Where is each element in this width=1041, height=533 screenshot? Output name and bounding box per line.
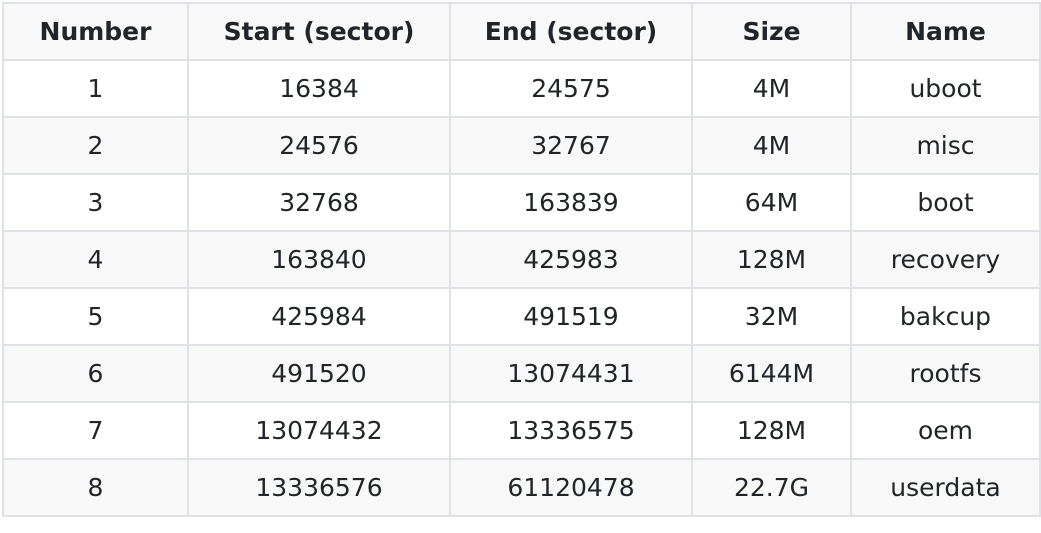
column-header-number: Number — [2, 2, 189, 61]
cell-end-sector: 32767 — [449, 116, 693, 175]
cell-size: 6144M — [691, 344, 852, 403]
cell-number: 1 — [2, 59, 189, 118]
cell-start-sector: 24576 — [187, 116, 451, 175]
cell-end-sector: 61120478 — [449, 458, 693, 517]
cell-number: 7 — [2, 401, 189, 460]
cell-start-sector: 491520 — [187, 344, 451, 403]
cell-size: 4M — [691, 59, 852, 118]
cell-number: 4 — [2, 230, 189, 289]
cell-number: 5 — [2, 287, 189, 346]
column-header-start-sector: Start (sector) — [187, 2, 451, 61]
cell-end-sector: 13074431 — [449, 344, 693, 403]
cell-start-sector: 32768 — [187, 173, 451, 232]
cell-size: 128M — [691, 401, 852, 460]
cell-name: rootfs — [850, 344, 1041, 403]
cell-end-sector: 163839 — [449, 173, 693, 232]
table-wrapper: Number Start (sector) End (sector) Size … — [2, 2, 1041, 517]
table-row: 8 13336576 61120478 22.7G userdata — [2, 458, 1041, 517]
column-header-name: Name — [850, 2, 1041, 61]
cell-number: 3 — [2, 173, 189, 232]
table-row: 3 32768 163839 64M boot — [2, 173, 1041, 232]
cell-start-sector: 425984 — [187, 287, 451, 346]
cell-number: 8 — [2, 458, 189, 517]
cell-end-sector: 491519 — [449, 287, 693, 346]
cell-end-sector: 13336575 — [449, 401, 693, 460]
cell-name: recovery — [850, 230, 1041, 289]
cell-start-sector: 13336576 — [187, 458, 451, 517]
cell-start-sector: 16384 — [187, 59, 451, 118]
cell-name: uboot — [850, 59, 1041, 118]
cell-name: misc — [850, 116, 1041, 175]
cell-name: bakcup — [850, 287, 1041, 346]
partition-table: Number Start (sector) End (sector) Size … — [2, 2, 1041, 517]
column-header-size: Size — [691, 2, 852, 61]
cell-size: 4M — [691, 116, 852, 175]
cell-start-sector: 163840 — [187, 230, 451, 289]
cell-size: 64M — [691, 173, 852, 232]
table-row: 5 425984 491519 32M bakcup — [2, 287, 1041, 346]
table-header-row: Number Start (sector) End (sector) Size … — [2, 2, 1041, 61]
table-row: 6 491520 13074431 6144M rootfs — [2, 344, 1041, 403]
cell-name: userdata — [850, 458, 1041, 517]
cell-end-sector: 425983 — [449, 230, 693, 289]
cell-start-sector: 13074432 — [187, 401, 451, 460]
cell-number: 2 — [2, 116, 189, 175]
table-row: 1 16384 24575 4M uboot — [2, 59, 1041, 118]
cell-number: 6 — [2, 344, 189, 403]
cell-size: 22.7G — [691, 458, 852, 517]
column-header-end-sector: End (sector) — [449, 2, 693, 61]
table-row: 7 13074432 13336575 128M oem — [2, 401, 1041, 460]
cell-size: 128M — [691, 230, 852, 289]
table-row: 2 24576 32767 4M misc — [2, 116, 1041, 175]
cell-name: oem — [850, 401, 1041, 460]
table-row: 4 163840 425983 128M recovery — [2, 230, 1041, 289]
cell-end-sector: 24575 — [449, 59, 693, 118]
cell-size: 32M — [691, 287, 852, 346]
cell-name: boot — [850, 173, 1041, 232]
